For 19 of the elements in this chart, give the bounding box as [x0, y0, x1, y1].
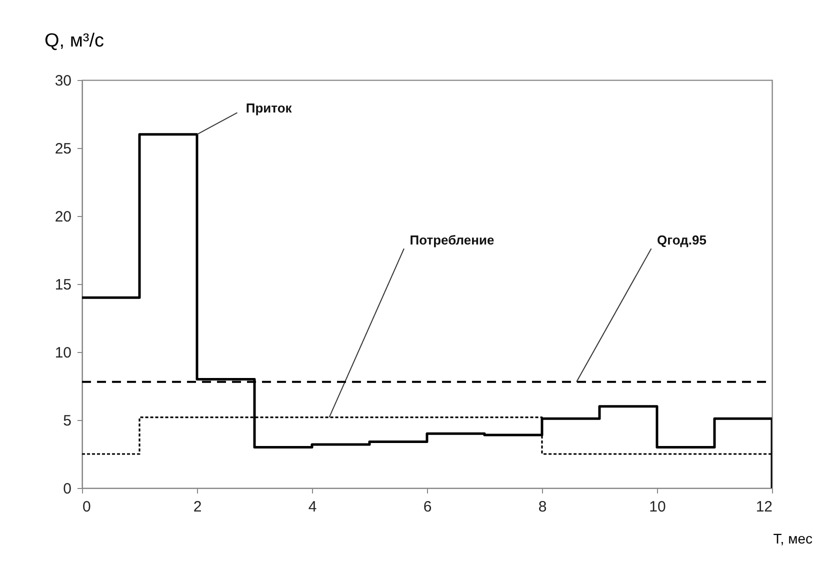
x-axis-title: T, мес — [773, 530, 812, 546]
y-axis-title: Q, м³/с — [44, 30, 104, 52]
y-tick-label: 5 — [63, 412, 72, 430]
x-tick-label: 4 — [308, 498, 317, 516]
y-tick-label: 10 — [54, 344, 72, 362]
y-tick-label: 15 — [54, 276, 72, 294]
x-tick-label: 0 — [82, 498, 91, 516]
y-tick-label: 20 — [54, 208, 72, 226]
x-tick-label: 2 — [193, 498, 202, 516]
x-tick-label: 8 — [538, 498, 547, 516]
y-tick-label: 0 — [63, 480, 72, 498]
x-tick-label: 12 — [756, 498, 772, 516]
text: Qгод.95 — [657, 232, 706, 248]
x-tick-label: 10 — [649, 498, 666, 516]
text: Потребление — [410, 232, 494, 248]
x-tick-label: 6 — [423, 498, 432, 516]
y-tick-label: 25 — [54, 140, 72, 158]
text: Приток — [246, 100, 292, 116]
y-tick-label: 30 — [54, 72, 72, 90]
